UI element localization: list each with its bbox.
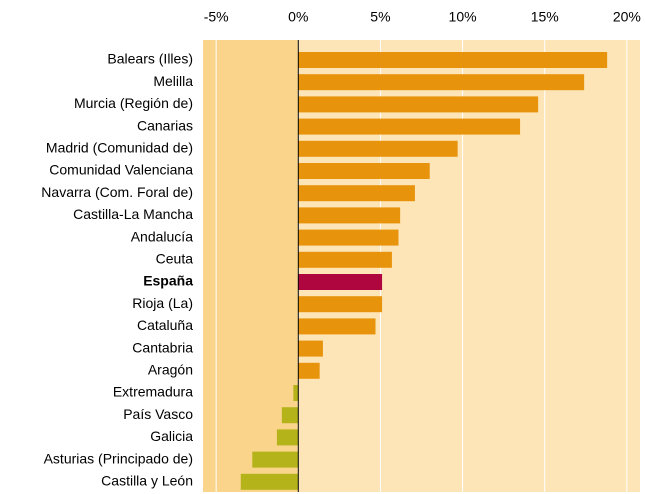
category-label: Cantabria (132, 339, 193, 355)
x-tick-label: 10% (449, 9, 477, 25)
category-label: País Vasco (123, 406, 193, 422)
x-tick-label: 5% (370, 9, 390, 25)
category-label: Madrid (Comunidad de) (46, 140, 193, 156)
bar (298, 318, 376, 335)
bar (298, 96, 539, 113)
category-label: Canarias (137, 117, 193, 133)
category-label: Melilla (153, 73, 193, 89)
bar (298, 52, 608, 68)
category-label: Aragón (148, 362, 193, 378)
x-tick-label: 0% (288, 9, 308, 25)
bar (252, 451, 299, 468)
category-label: Ceuta (156, 251, 194, 267)
bar (240, 473, 299, 490)
category-label: Asturias (Principado de) (44, 450, 193, 466)
bar (298, 163, 430, 179)
category-label: Navarra (Com. Foral de) (41, 184, 193, 200)
category-label: Comunidad Valenciana (49, 162, 193, 178)
category-label: Extremadura (113, 384, 193, 400)
category-label: Andalucía (131, 228, 193, 244)
bar (298, 118, 521, 135)
x-tick-label: 20% (613, 9, 641, 25)
bar (298, 362, 320, 379)
bar (298, 296, 383, 313)
x-tick-label: -5% (204, 9, 229, 25)
bar (293, 385, 299, 401)
bar (298, 274, 383, 290)
category-label: Castilla-La Mancha (73, 206, 193, 222)
bar (298, 74, 585, 91)
category-label: Castilla y León (101, 473, 193, 489)
bar (276, 429, 299, 446)
category-label: Galicia (150, 428, 193, 444)
bar (298, 340, 323, 357)
plot-negative-bg (203, 40, 299, 492)
bar (281, 407, 299, 424)
category-label: Murcia (Región de) (74, 95, 193, 111)
bar (298, 140, 458, 157)
category-label: Balears (Illes) (107, 51, 193, 67)
category-label: Rioja (La) (132, 295, 193, 311)
bar (298, 251, 392, 268)
category-label: Cataluña (137, 317, 193, 333)
bar (298, 207, 401, 224)
category-label: España (143, 273, 193, 289)
bar (298, 229, 399, 246)
x-tick-label: 15% (531, 9, 559, 25)
bar (298, 185, 415, 202)
